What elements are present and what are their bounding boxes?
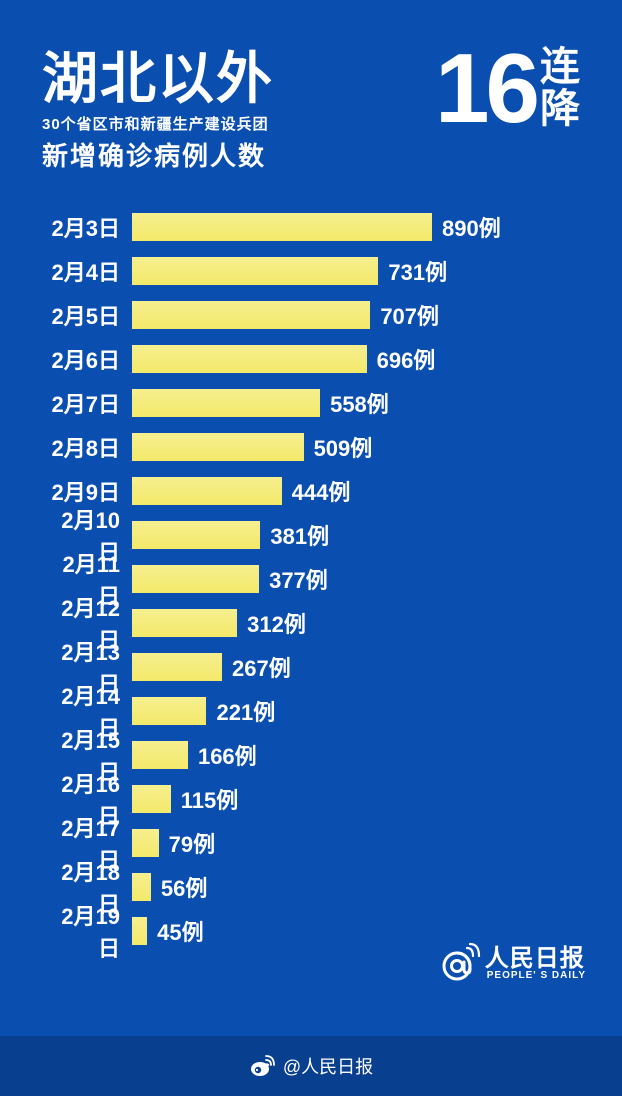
row-value: 890例 bbox=[442, 211, 501, 243]
row-bar-area: 890例 bbox=[132, 211, 580, 243]
row-bar-area: 312例 bbox=[132, 607, 580, 639]
row-bar-area: 381例 bbox=[132, 519, 580, 551]
row-value: 115例 bbox=[181, 783, 239, 815]
title-subtitle-provinces: 30个省区市和新疆生产建设兵团 bbox=[42, 113, 435, 134]
row-value: 166例 bbox=[198, 739, 257, 771]
chart-row: 2月9日444例 bbox=[42, 469, 580, 513]
row-bar-area: 509例 bbox=[132, 431, 580, 463]
headline-vertical-text: 连 降 bbox=[540, 46, 580, 130]
row-value: 731例 bbox=[388, 255, 447, 287]
header-right: 16 连 降 bbox=[435, 44, 580, 132]
source-name-cn: 人民日报 bbox=[485, 946, 586, 971]
row-bar-area: 221例 bbox=[132, 695, 580, 727]
bar bbox=[132, 389, 320, 417]
bar bbox=[132, 785, 171, 813]
row-bar-area: 79例 bbox=[132, 827, 580, 859]
headline-number: 16 bbox=[435, 44, 536, 132]
row-value: 221例 bbox=[216, 695, 275, 727]
bar bbox=[132, 477, 282, 505]
bar bbox=[132, 609, 237, 637]
chart-row: 2月10日381例 bbox=[42, 513, 580, 557]
chart-row: 2月6日 696例 bbox=[42, 337, 580, 381]
chart-row: 2月13日267例 bbox=[42, 645, 580, 689]
bar bbox=[132, 741, 188, 769]
footer-handle: @人民日报 bbox=[283, 1053, 373, 1079]
chart-row: 2月14日221例 bbox=[42, 689, 580, 733]
row-date: 2月4日 bbox=[42, 255, 120, 287]
bar bbox=[132, 213, 432, 241]
chart-row: 2月18日56例 bbox=[42, 865, 580, 909]
page: 湖北以外 30个省区市和新疆生产建设兵团 新增确诊病例人数 16 连 降 2月3… bbox=[0, 0, 622, 1096]
row-date: 2月7日 bbox=[42, 387, 120, 419]
row-value: 79例 bbox=[169, 827, 215, 859]
bar bbox=[132, 345, 367, 373]
weibo-icon bbox=[249, 1053, 275, 1079]
row-date: 2月6日 bbox=[42, 343, 120, 375]
row-date: 2月8日 bbox=[42, 431, 120, 463]
title-subtitle-cases: 新增确诊病例人数 bbox=[42, 136, 435, 173]
row-bar-area: 707例 bbox=[132, 299, 580, 331]
footer-inner: @人民日报 bbox=[249, 1053, 373, 1079]
row-value: 267例 bbox=[232, 651, 291, 683]
row-value: 509例 bbox=[314, 431, 373, 463]
chart-row: 2月4日 731例 bbox=[42, 249, 580, 293]
row-value: 696例 bbox=[377, 343, 436, 375]
bar bbox=[132, 697, 206, 725]
chart-row: 2月12日312例 bbox=[42, 601, 580, 645]
footer: @人民日报 bbox=[0, 1036, 622, 1096]
row-value: 558例 bbox=[330, 387, 389, 419]
bar bbox=[132, 521, 260, 549]
chart-row: 2月8日 509例 bbox=[42, 425, 580, 469]
bar bbox=[132, 653, 222, 681]
bar bbox=[132, 257, 378, 285]
row-date: 2月3日 bbox=[42, 211, 120, 243]
chart-row: 2月17日79例 bbox=[42, 821, 580, 865]
row-value: 381例 bbox=[270, 519, 329, 551]
source-text: 人民日报 PEOPLE' S DAILY bbox=[485, 946, 586, 982]
chart-row: 2月5日 707例 bbox=[42, 293, 580, 337]
chart-row: 2月16日115例 bbox=[42, 777, 580, 821]
row-bar-area: 166例 bbox=[132, 739, 580, 771]
bar bbox=[132, 873, 151, 901]
source-badge: 人民日报 PEOPLE' S DAILY bbox=[437, 942, 586, 986]
row-bar-area: 377例 bbox=[132, 563, 580, 595]
row-bar-area: 696例 bbox=[132, 343, 580, 375]
chart-row: 2月7日 558例 bbox=[42, 381, 580, 425]
row-bar-area: 558例 bbox=[132, 387, 580, 419]
bar bbox=[132, 565, 259, 593]
row-value: 45例 bbox=[157, 915, 203, 947]
chart-row: 2月11日377例 bbox=[42, 557, 580, 601]
row-bar-area: 731例 bbox=[132, 255, 580, 287]
row-bar-area: 56例 bbox=[132, 871, 580, 903]
row-date: 2月5日 bbox=[42, 299, 120, 331]
bar bbox=[132, 301, 370, 329]
chart-row: 2月3日 890例 bbox=[42, 205, 580, 249]
row-value: 56例 bbox=[161, 871, 207, 903]
bar bbox=[132, 829, 159, 857]
source-name-en: PEOPLE' S DAILY bbox=[487, 971, 586, 982]
row-value: 707例 bbox=[380, 299, 439, 331]
header: 湖北以外 30个省区市和新疆生产建设兵团 新增确诊病例人数 16 连 降 bbox=[0, 0, 622, 193]
row-bar-area: 444例 bbox=[132, 475, 580, 507]
header-left: 湖北以外 30个省区市和新疆生产建设兵团 新增确诊病例人数 bbox=[42, 50, 435, 173]
bar bbox=[132, 433, 304, 461]
vertical-char-2: 降 bbox=[540, 88, 580, 130]
at-sound-icon bbox=[437, 942, 481, 986]
row-bar-area: 115例 bbox=[132, 783, 580, 815]
row-value: 377例 bbox=[269, 563, 328, 595]
row-date: 2月19日 bbox=[42, 899, 120, 963]
row-value: 312例 bbox=[247, 607, 306, 639]
row-bar-area: 267例 bbox=[132, 651, 580, 683]
title-main: 湖北以外 bbox=[42, 50, 435, 109]
bar bbox=[132, 917, 147, 945]
bar-chart: 2月3日 890例 2月4日 731例 2月5日 707例 2月6日 696例 2月7日 558例… bbox=[0, 193, 622, 1036]
row-value: 444例 bbox=[292, 475, 351, 507]
vertical-char-1: 连 bbox=[540, 46, 580, 88]
chart-row: 2月15日166例 bbox=[42, 733, 580, 777]
